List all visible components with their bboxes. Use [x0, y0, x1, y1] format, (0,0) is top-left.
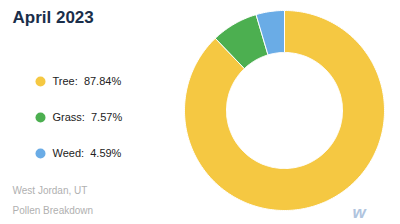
- svg-text:April 2023: April 2023: [13, 8, 94, 27]
- svg-text:Weed: 4.59%: Weed: 4.59%: [53, 147, 122, 159]
- svg-text:Tree: 87.84%: Tree: 87.84%: [53, 75, 122, 87]
- svg-text:West Jordan, UT: West Jordan, UT: [13, 185, 88, 196]
- svg-text:Pollen Breakdown: Pollen Breakdown: [13, 205, 94, 216]
- svg-text:w: w: [353, 203, 368, 222]
- svg-text:Grass: 7.57%: Grass: 7.57%: [53, 111, 123, 123]
